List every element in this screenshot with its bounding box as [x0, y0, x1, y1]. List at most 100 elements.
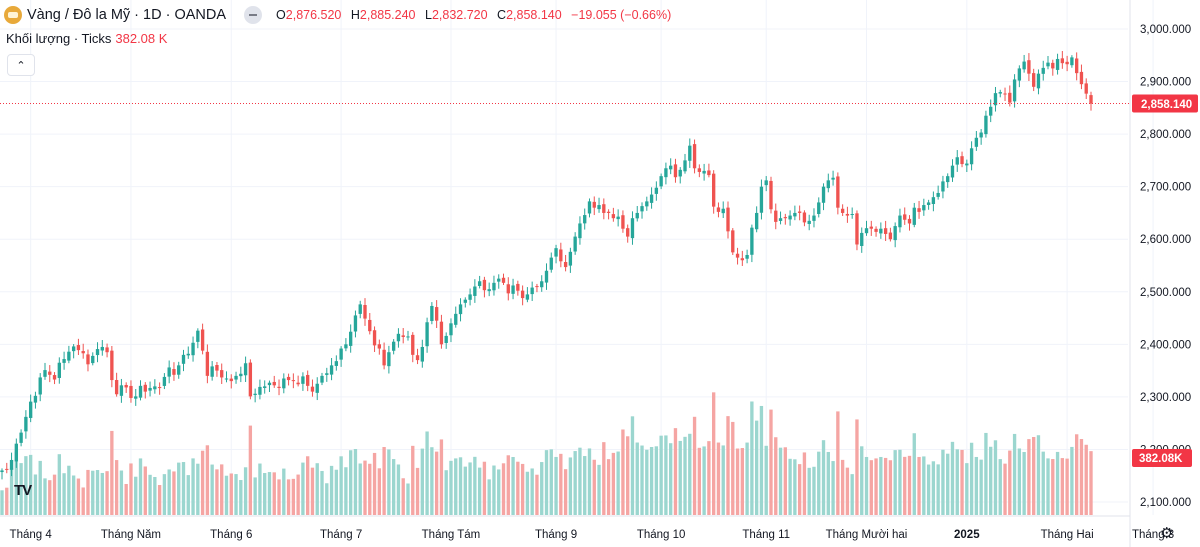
- candle-body: [831, 177, 835, 180]
- gear-icon[interactable]: ⚙: [1160, 525, 1174, 542]
- volume-legend[interactable]: Khối lượng · Ticks 382.08 K: [6, 31, 167, 46]
- volume-bar: [931, 461, 936, 515]
- volume-bar: [306, 456, 310, 515]
- candle-body: [43, 370, 47, 377]
- candle-body: [119, 385, 124, 396]
- time-tick-label: Tháng Hai: [1041, 529, 1094, 541]
- candle-body: [602, 204, 606, 213]
- volume-bar: [196, 463, 200, 515]
- volume-bar: [148, 474, 152, 515]
- volume-bar: [1060, 458, 1065, 515]
- volume-bar: [778, 447, 783, 515]
- volume-bar: [320, 470, 324, 515]
- volume-bar: [697, 447, 702, 515]
- volume-bar: [0, 490, 4, 515]
- volume-bar: [520, 463, 525, 515]
- volume-bar: [802, 452, 807, 515]
- change-value: −19.055 (−0.66%): [571, 8, 672, 22]
- volume-bar: [754, 420, 759, 515]
- volume-bar: [329, 465, 334, 515]
- symbol-title[interactable]: Vàng / Đô la Mỹ · 1D · OANDA: [27, 7, 227, 23]
- candle-body: [1060, 58, 1065, 64]
- candle-body: [215, 365, 219, 371]
- volume-bar: [415, 467, 420, 515]
- candle-body: [511, 285, 515, 294]
- candle-body: [19, 432, 23, 443]
- candle-body: [196, 330, 200, 342]
- candle-body: [1074, 58, 1079, 74]
- volume-bar: [434, 451, 439, 515]
- volume-bars: [0, 392, 1093, 515]
- minus-icon[interactable]: [244, 6, 263, 24]
- candle-body: [883, 228, 888, 234]
- candle-body: [277, 386, 281, 388]
- candle-body: [941, 181, 945, 192]
- candle-body: [38, 377, 42, 395]
- volume-bar: [186, 475, 190, 515]
- volume-bar: [411, 445, 415, 515]
- candle-body: [1055, 58, 1060, 70]
- candle-body: [554, 248, 558, 257]
- price-axis[interactable]: 3,000.000 2,900.000 2,800.000 2,700.000 2,60…: [1129, 0, 1198, 547]
- volume-bar: [191, 458, 195, 515]
- candle-body: [396, 333, 401, 342]
- candle-body: [774, 210, 778, 222]
- volume-bar: [1008, 450, 1012, 515]
- volume-bar: [831, 461, 835, 515]
- volume-bar: [965, 463, 969, 515]
- candle-body: [869, 226, 873, 229]
- volume-bar: [153, 476, 157, 515]
- candle-body: [501, 277, 506, 283]
- candle-body: [711, 173, 716, 207]
- volume-bar: [587, 448, 592, 515]
- price-tick-label: 2,900.000: [1140, 77, 1191, 89]
- volume-bar: [731, 421, 735, 515]
- candle-body: [1089, 95, 1093, 104]
- time-axis[interactable]: Tháng 4 Tháng Năm Tháng 6 Tháng 7 Tháng Tám T…: [0, 515, 1174, 541]
- candle-body: [415, 355, 420, 361]
- volume-bar: [669, 443, 673, 515]
- volume-bar: [248, 425, 253, 515]
- candle-body: [812, 215, 816, 221]
- volume-bar: [344, 467, 348, 515]
- last-price-label: 2,858.140: [1141, 99, 1192, 111]
- volume-bar: [487, 479, 491, 515]
- candle-body: [669, 165, 673, 170]
- volume-bar: [420, 448, 424, 515]
- volume-bar: [516, 461, 520, 515]
- candle-body: [329, 365, 334, 375]
- candle-body: [28, 401, 33, 418]
- volume-bar: [955, 449, 959, 515]
- volume-bar: [630, 416, 635, 515]
- candle-body: [353, 315, 358, 332]
- candle-body: [14, 443, 19, 462]
- candle-body: [325, 373, 329, 375]
- volume-bar: [71, 475, 76, 515]
- volume-bar: [277, 479, 281, 515]
- volume-bar: [1027, 439, 1031, 515]
- chevron-up-icon[interactable]: ⌃: [7, 54, 35, 76]
- candle-body: [1017, 68, 1022, 81]
- candle-body: [372, 330, 377, 346]
- candle-body: [1065, 61, 1069, 65]
- candle-body: [898, 215, 902, 228]
- candle-body: [563, 261, 568, 268]
- volume-bar: [1079, 439, 1084, 515]
- volume-bar: [554, 456, 558, 515]
- price-tick-label: 2,100.000: [1140, 497, 1191, 509]
- price-tick-label: 2,800.000: [1140, 129, 1191, 141]
- volume-bar: [1017, 448, 1022, 515]
- candle-body: [506, 284, 510, 294]
- volume-bar: [267, 472, 272, 515]
- volume-bar: [162, 474, 167, 515]
- volume-bar: [688, 433, 692, 515]
- volume-bar: [597, 464, 601, 515]
- candle-body: [793, 212, 797, 217]
- candle-body: [334, 361, 339, 366]
- price-tick-label: 2,500.000: [1140, 287, 1191, 299]
- candle-body: [492, 282, 496, 291]
- volume-bar: [606, 459, 611, 515]
- candle-body: [726, 207, 730, 232]
- volume-bar: [382, 447, 386, 515]
